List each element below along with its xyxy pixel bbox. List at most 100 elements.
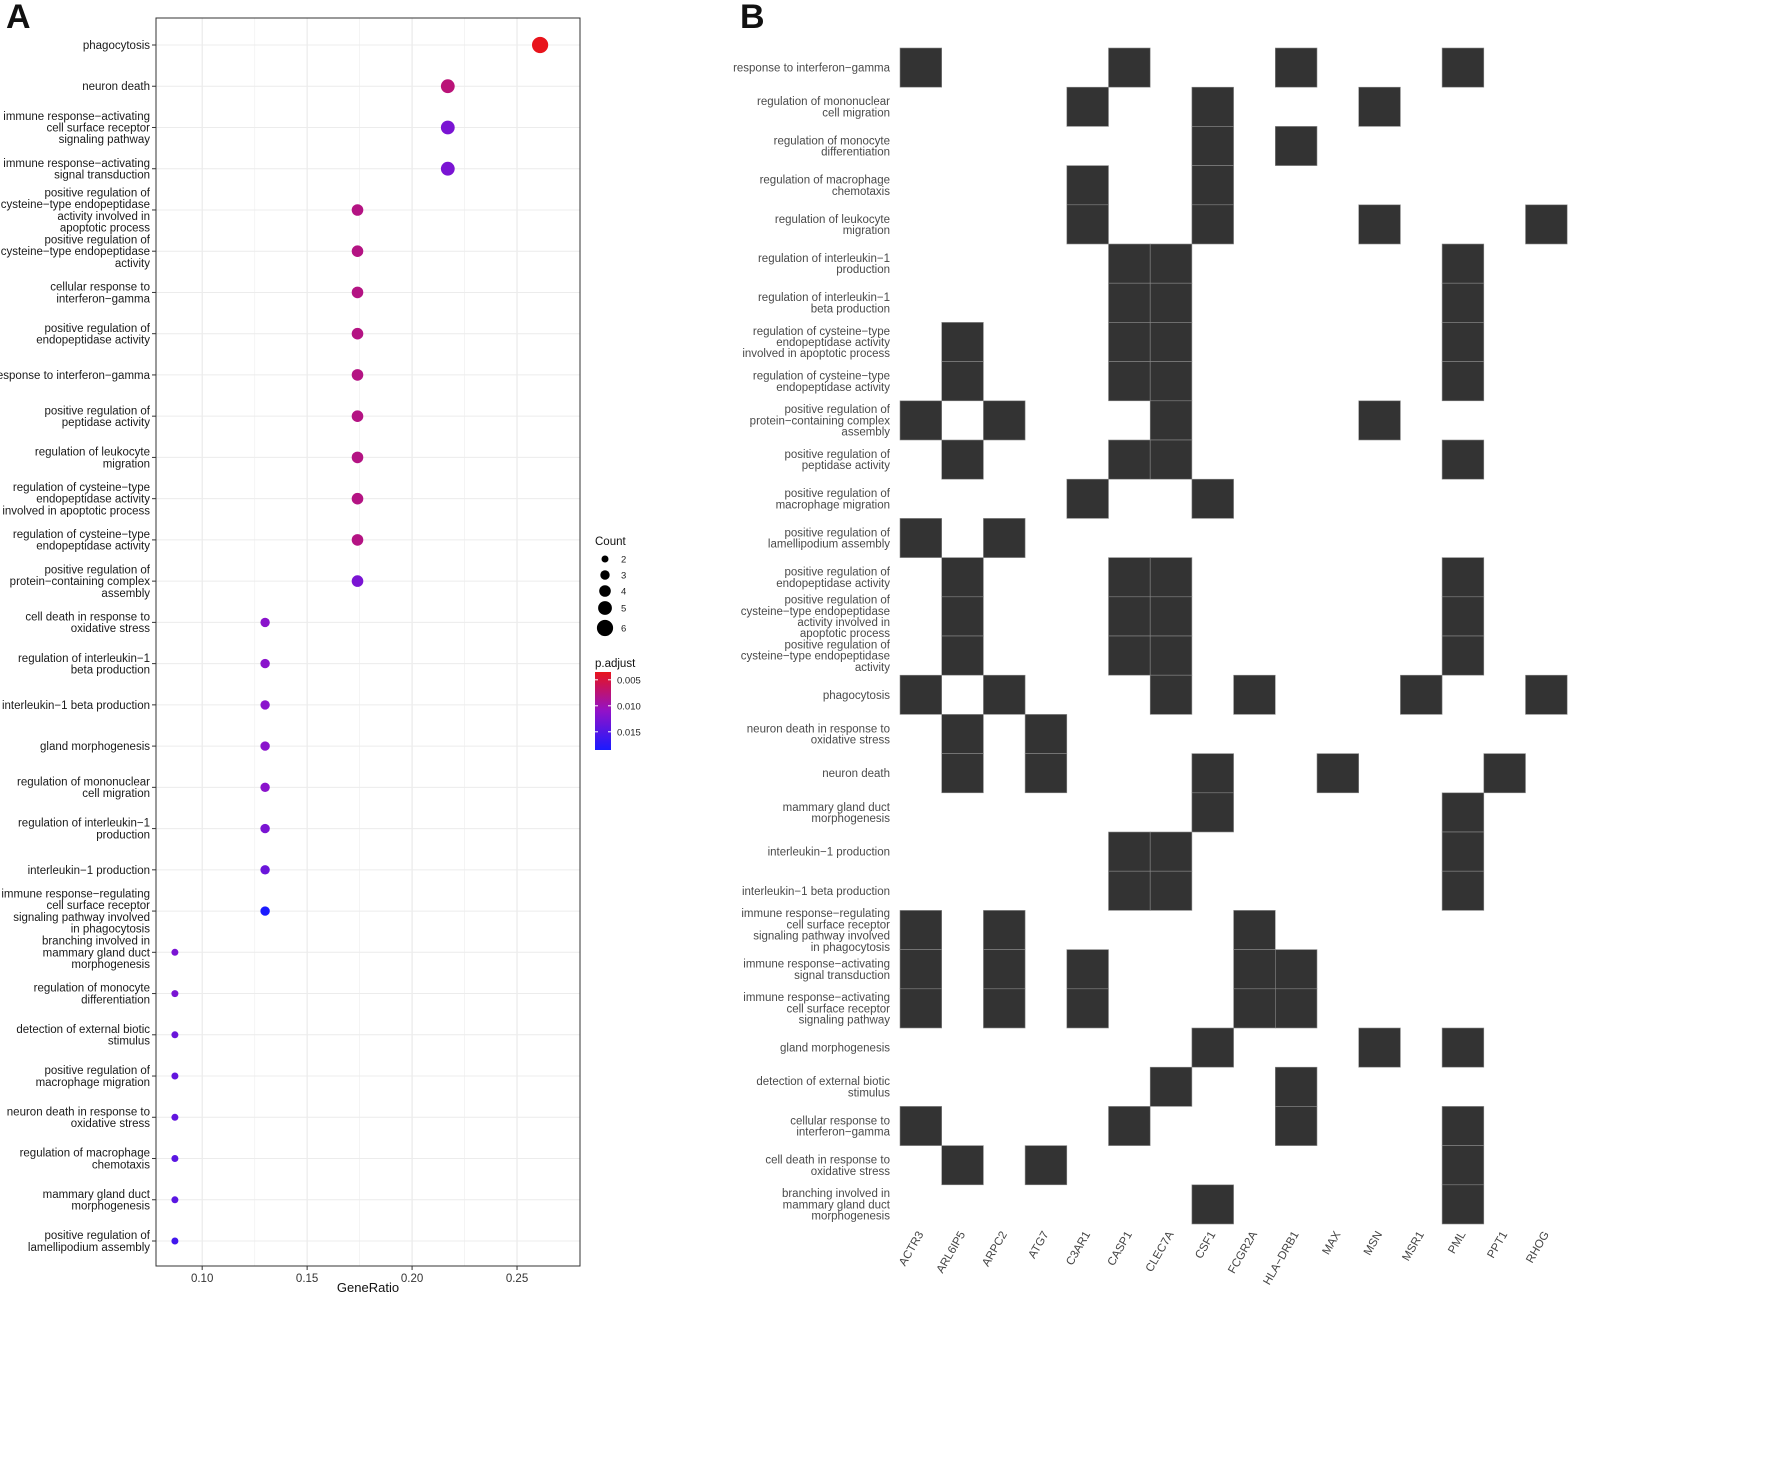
heatmap-row-label: immune response−regulating cell surface r… [741,908,890,954]
heatmap-gene-label: ARL6IP5 [935,1230,968,1276]
heatmap-tile [1525,674,1568,715]
heatmap-tile [899,518,943,558]
heatmap-tile [1149,557,1193,598]
dot-point [260,865,270,875]
heatmap-gene-label: MSR1 [1401,1230,1427,1264]
dot-point [260,658,270,669]
x-tick-label: 0.20 [401,1273,423,1285]
heatmap-tile [1358,86,1401,127]
dotplot-panel-border [155,17,581,1267]
heatmap-tile [1233,949,1276,990]
heatmap-tile [1233,988,1276,1029]
y-tick-label: immune response−regulating cell surface r… [1,889,150,936]
heatmap-row-label: regulation of interleukin−1 beta producti… [758,292,890,315]
legend-count-key [596,619,614,637]
heatmap-tile [1149,282,1193,323]
legend-count-label: 5 [621,604,626,615]
heatmap-tile [1149,674,1193,715]
dot-point [171,1031,179,1039]
heatmap-tile [1191,1027,1234,1068]
heatmap-tile [1525,204,1568,245]
heatmap-tile [1441,557,1485,598]
heatmap-row-label: detection of external biotic stimulus [756,1076,890,1099]
heatmap-tile [983,400,1026,441]
heatmap-tile [899,910,943,950]
dot-point [260,782,270,792]
y-tick-label: regulation of mononuclear cell migration [17,777,150,801]
legend-padjust-title: p.adjust [595,658,636,670]
heatmap-tile [1441,361,1485,402]
dot-point [260,741,270,751]
heatmap-tile [899,674,943,715]
heatmap-tile [1191,126,1234,166]
heatmap-tile [1441,1184,1485,1225]
y-tick-label: cellular response to interferon−gamma [50,282,150,306]
heatmap-tile [1149,400,1193,441]
heatmap-tile [1441,322,1485,362]
y-tick-label: branching involved in mammary gland duct m… [42,936,151,971]
heatmap-row-label: regulation of cysteine−type endopeptidase… [753,371,890,394]
heatmap-tile [1108,870,1151,911]
heatmap-tile [1275,1106,1318,1146]
heatmap-tile [1108,282,1151,323]
heatmap-tile [1358,400,1401,441]
heatmap-row-label: positive regulation of peptidase activity [785,449,891,472]
heatmap-tile [1275,126,1318,166]
heatmap-tile [899,988,943,1029]
heatmap-tile [1108,635,1151,676]
dot-point [351,575,364,587]
heatmap-row-label: cell death in response to oxidative stres… [765,1155,890,1178]
heatmap-tile [1108,557,1151,598]
y-tick-label: positive regulation of cysteine−type endo… [1,187,151,234]
dot-point [351,245,364,257]
dot-point [351,534,364,546]
y-tick-label: regulation of cysteine−type endopeptidase… [13,529,150,553]
heatmap-gene-label: PML [1446,1229,1469,1256]
y-tick-label: gland morphogenesis [40,741,150,753]
heatmap-tile [941,714,984,754]
heatmap-tile [1441,47,1485,88]
y-tick-label: interleukin−1 production [28,865,150,877]
legend-count-key [598,601,612,615]
dot-point [171,1072,179,1080]
heatmap-tile [1441,1027,1485,1068]
x-tick-label: 0.25 [506,1273,528,1285]
heatmap-row-label: immune response−activating signal transdu… [743,959,890,982]
heatmap-tile [1149,1066,1193,1107]
heatmap-tile [1191,753,1234,794]
heatmap-tile [1024,714,1068,754]
heatmap-tile [941,557,984,598]
heatmap-tile [1441,831,1485,872]
legend-count-key [599,585,611,597]
heatmap-gene-label: CSF1 [1193,1230,1218,1261]
heatmap-tile [1191,1184,1234,1225]
heatmap-tile [1275,47,1318,88]
heatmap-tile [983,988,1026,1029]
heatmap-row-label: branching involved in mammary gland duct m… [782,1188,891,1222]
panel-b-letter: B [740,0,765,36]
dot-point [440,161,455,176]
heatmap-tile [1358,204,1401,245]
heatmap-tile [983,518,1026,558]
heatmap-tile [899,1106,943,1146]
heatmap-tile [899,949,943,990]
heatmap-gene-label: CASP1 [1106,1229,1135,1268]
heatmap-row-label: positive regulation of protein−containing… [750,404,891,438]
y-tick-label: response to interferon−gamma [0,370,151,382]
dot-point [260,906,270,916]
y-tick-label: regulation of interleukin−1 production [18,818,150,842]
heatmap-tile [1358,1027,1401,1068]
heatmap-tile [1066,165,1109,206]
heatmap-row-label: neuron death [822,768,890,780]
heatmap-tile [983,949,1026,990]
heatmap-row-label: regulation of interleukin−1 production [758,253,890,276]
dotplot-panel-background [156,18,580,1266]
dot-point [351,327,364,340]
panel-a-letter: A [6,0,31,36]
heatmap-gene-label: FCGR2A [1226,1229,1260,1276]
heatmap-tile [1066,86,1109,127]
heatmap-row-label: response to interferon−gamma [733,63,891,75]
legend-count-label: 3 [621,571,626,582]
legend-padjust-label: 0.005 [617,675,641,686]
